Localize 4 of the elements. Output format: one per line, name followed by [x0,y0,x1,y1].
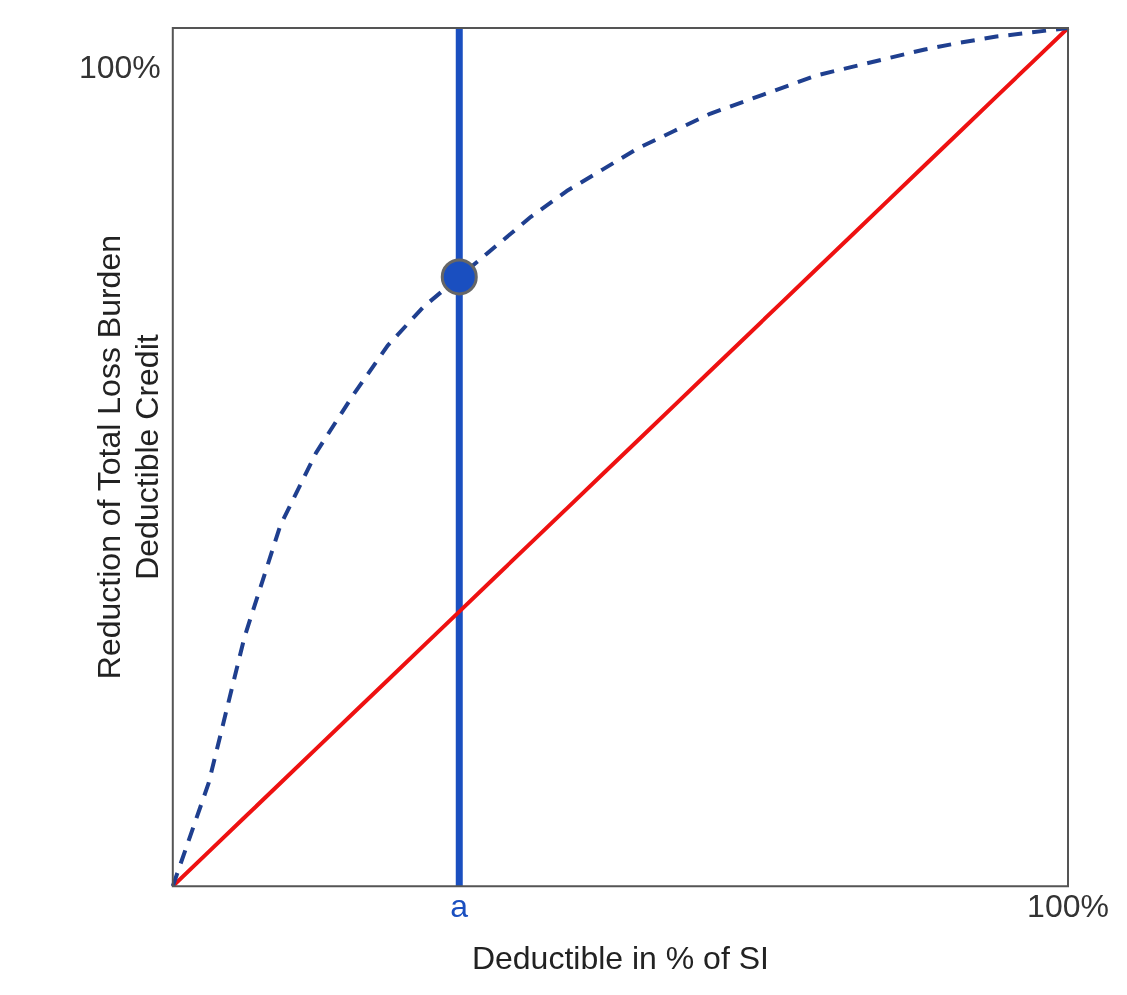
x-tick-label: a [450,888,469,925]
y-axis-title: Reduction of Total Loss Burden Deductible Credit [91,235,166,680]
x-axis-title: Deductible in % of SI [471,939,769,976]
text: 100% [78,48,161,85]
